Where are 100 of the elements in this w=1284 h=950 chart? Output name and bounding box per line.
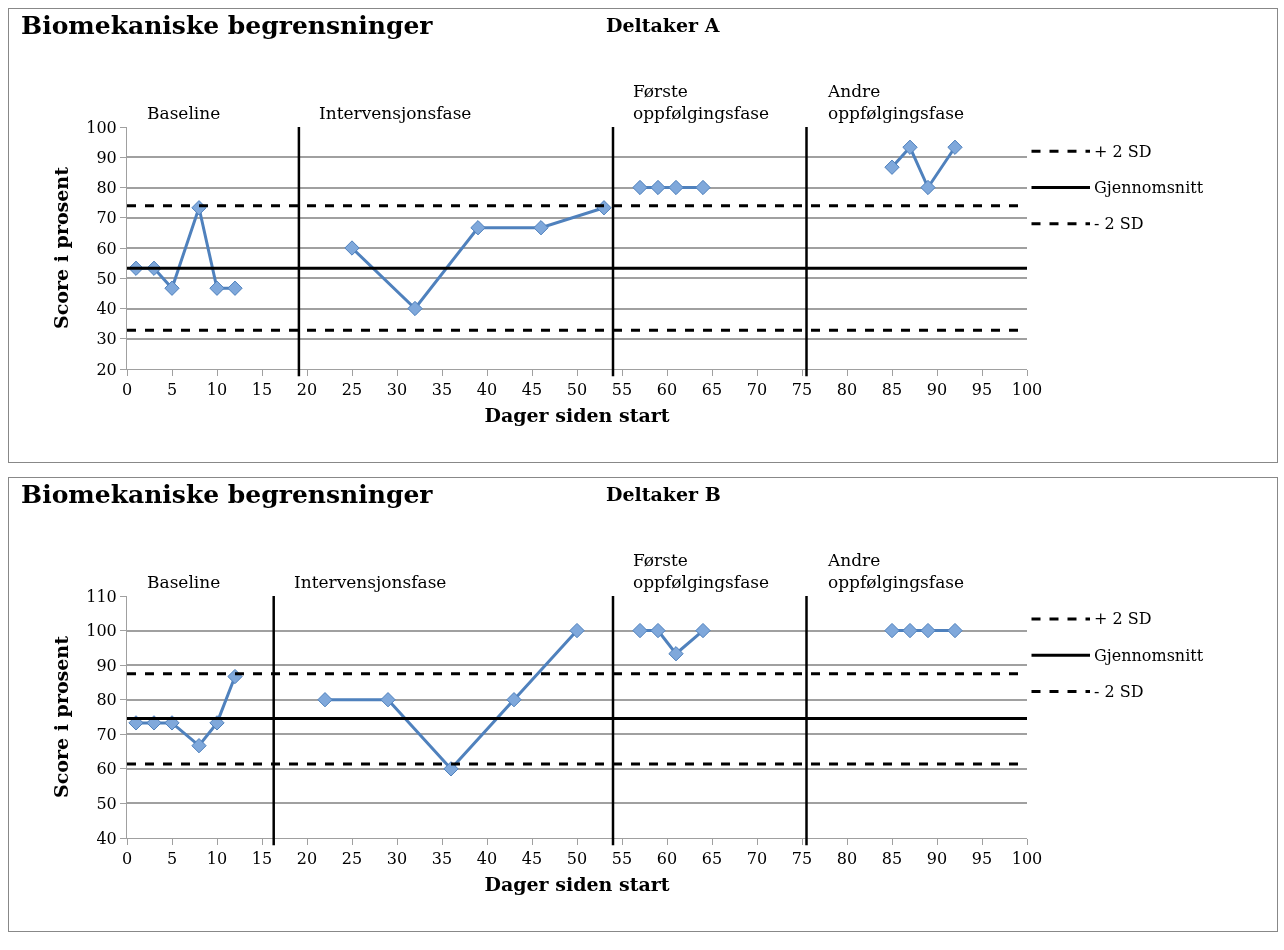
legend-label: + 2 SD bbox=[1094, 609, 1152, 628]
x-tick-label: 0 bbox=[121, 849, 133, 869]
chart-title: Biomekaniske begrensninger bbox=[21, 11, 434, 40]
y-tick-label: 30 bbox=[96, 329, 117, 349]
x-tick-label: 55 bbox=[611, 849, 633, 869]
y-tick-label: 50 bbox=[96, 268, 117, 288]
x-tick-label: 40 bbox=[476, 849, 498, 869]
y-tick-label: 100 bbox=[86, 117, 117, 137]
x-tick-label: 25 bbox=[341, 380, 363, 400]
x-tick-label: 45 bbox=[521, 380, 543, 400]
x-tick-label: 5 bbox=[166, 849, 178, 869]
x-axis-title: Dager siden start bbox=[484, 404, 670, 426]
point bbox=[902, 622, 918, 639]
y-tick-label: 70 bbox=[96, 208, 117, 228]
y-tick-label: 90 bbox=[96, 147, 117, 167]
point bbox=[920, 179, 936, 196]
x-tick-label: 40 bbox=[476, 380, 498, 400]
x-tick-label: 50 bbox=[566, 380, 588, 400]
legend-label: Gjennomsnitt bbox=[1094, 646, 1204, 665]
y-tick-label: 110 bbox=[86, 586, 117, 606]
y-tick-label: 50 bbox=[96, 794, 117, 814]
y-axis-title: Score i prosent bbox=[50, 166, 73, 329]
y-tick-label: 40 bbox=[96, 299, 117, 319]
point bbox=[443, 761, 459, 777]
y-tick-label: 20 bbox=[96, 359, 117, 379]
y-tick-label: 60 bbox=[96, 759, 117, 779]
x-tick-label: 65 bbox=[701, 380, 723, 400]
point bbox=[650, 622, 666, 639]
x-tick-label: 50 bbox=[566, 849, 588, 869]
legend-label: - 2 SD bbox=[1094, 682, 1144, 701]
x-tick-label: 100 bbox=[1011, 849, 1043, 869]
x-tick-label: 60 bbox=[656, 849, 678, 869]
x-tick-label: 85 bbox=[881, 849, 903, 869]
point bbox=[947, 622, 963, 639]
x-tick-label: 10 bbox=[206, 849, 228, 869]
chart-subtitle: Deltaker A bbox=[606, 14, 720, 36]
x-tick-label: 30 bbox=[386, 380, 408, 400]
point bbox=[380, 692, 396, 708]
legend-label: Gjennomsnitt bbox=[1094, 178, 1204, 197]
x-tick-label: 75 bbox=[791, 849, 813, 869]
legend-label: - 2 SD bbox=[1094, 214, 1144, 233]
text: Baseline bbox=[147, 572, 221, 592]
text: Første oppfølgingsfase bbox=[633, 550, 770, 593]
x-tick-label: 20 bbox=[296, 380, 318, 400]
x-tick-label: 15 bbox=[251, 380, 273, 400]
point bbox=[902, 139, 918, 155]
point bbox=[209, 280, 225, 296]
y-tick-label: 80 bbox=[96, 178, 117, 198]
x-tick-label: 85 bbox=[881, 380, 903, 400]
x-tick-label: 60 bbox=[656, 380, 678, 400]
point bbox=[668, 179, 684, 196]
x-tick-label: 70 bbox=[746, 849, 768, 869]
point bbox=[884, 622, 900, 639]
point bbox=[164, 280, 180, 296]
x-tick-label: 0 bbox=[121, 380, 133, 400]
text: Intervensjonsfase bbox=[294, 572, 447, 592]
x-tick-label: 15 bbox=[251, 849, 273, 869]
x-tick-label: 35 bbox=[431, 380, 453, 400]
point bbox=[470, 220, 486, 236]
x-tick-label: 20 bbox=[296, 849, 318, 869]
y-tick-label: 70 bbox=[96, 724, 117, 744]
x-tick-label: 90 bbox=[926, 380, 948, 400]
point bbox=[632, 179, 648, 196]
point bbox=[884, 159, 900, 175]
chart-title: Biomekaniske begrensninger bbox=[21, 480, 434, 509]
x-tick-label: 5 bbox=[166, 380, 178, 400]
x-axis-title: Dager siden start bbox=[484, 873, 670, 895]
point bbox=[407, 300, 423, 317]
point bbox=[533, 220, 549, 236]
text: Første oppfølgingsfase bbox=[633, 81, 770, 124]
legend-label: + 2 SD bbox=[1094, 142, 1152, 161]
y-tick-label: 90 bbox=[96, 655, 117, 675]
x-tick-label: 80 bbox=[836, 380, 858, 400]
point bbox=[668, 646, 684, 662]
x-tick-label: 80 bbox=[836, 849, 858, 869]
point bbox=[227, 280, 243, 296]
x-tick-label: 25 bbox=[341, 849, 363, 869]
chart-subtitle: Deltaker B bbox=[606, 483, 721, 505]
text: Andre oppfølgingsfase bbox=[827, 550, 965, 593]
text: Intervensjonsfase bbox=[319, 103, 472, 123]
point bbox=[650, 179, 666, 196]
x-tick-label: 100 bbox=[1011, 380, 1043, 400]
text: Baseline bbox=[147, 103, 221, 123]
x-tick-label: 75 bbox=[791, 380, 813, 400]
point bbox=[569, 622, 585, 639]
point bbox=[632, 622, 648, 639]
point bbox=[695, 622, 711, 639]
point bbox=[191, 738, 207, 754]
y-tick-label: 60 bbox=[96, 238, 117, 258]
y-axis-title: Score i prosent bbox=[50, 635, 73, 798]
x-tick-label: 70 bbox=[746, 380, 768, 400]
x-tick-label: 95 bbox=[971, 849, 993, 869]
point bbox=[506, 692, 522, 708]
x-tick-label: 65 bbox=[701, 849, 723, 869]
point bbox=[920, 622, 936, 639]
y-tick-label: 40 bbox=[96, 828, 117, 848]
x-tick-label: 30 bbox=[386, 849, 408, 869]
y-tick-label: 80 bbox=[96, 690, 117, 710]
x-tick-label: 35 bbox=[431, 849, 453, 869]
point bbox=[317, 692, 333, 708]
